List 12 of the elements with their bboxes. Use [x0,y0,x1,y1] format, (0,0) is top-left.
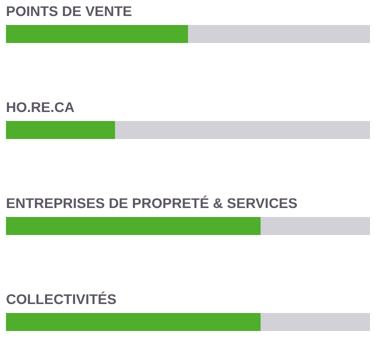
bar [6,121,116,139]
bar [188,25,370,43]
y-tick-label: COLLECTIVITÉS [6,291,116,307]
bar [6,217,261,235]
bar [260,313,370,331]
bar [6,313,261,331]
y-tick-label: HO.RE.CA [6,99,74,115]
y-tick-label: ENTREPRISES DE PROPRETÉ & SERVICES [6,195,298,211]
bar [260,217,370,235]
y-tick-label: POINTS DE VENTE [6,3,132,19]
bar [6,25,188,43]
bar [115,121,370,139]
